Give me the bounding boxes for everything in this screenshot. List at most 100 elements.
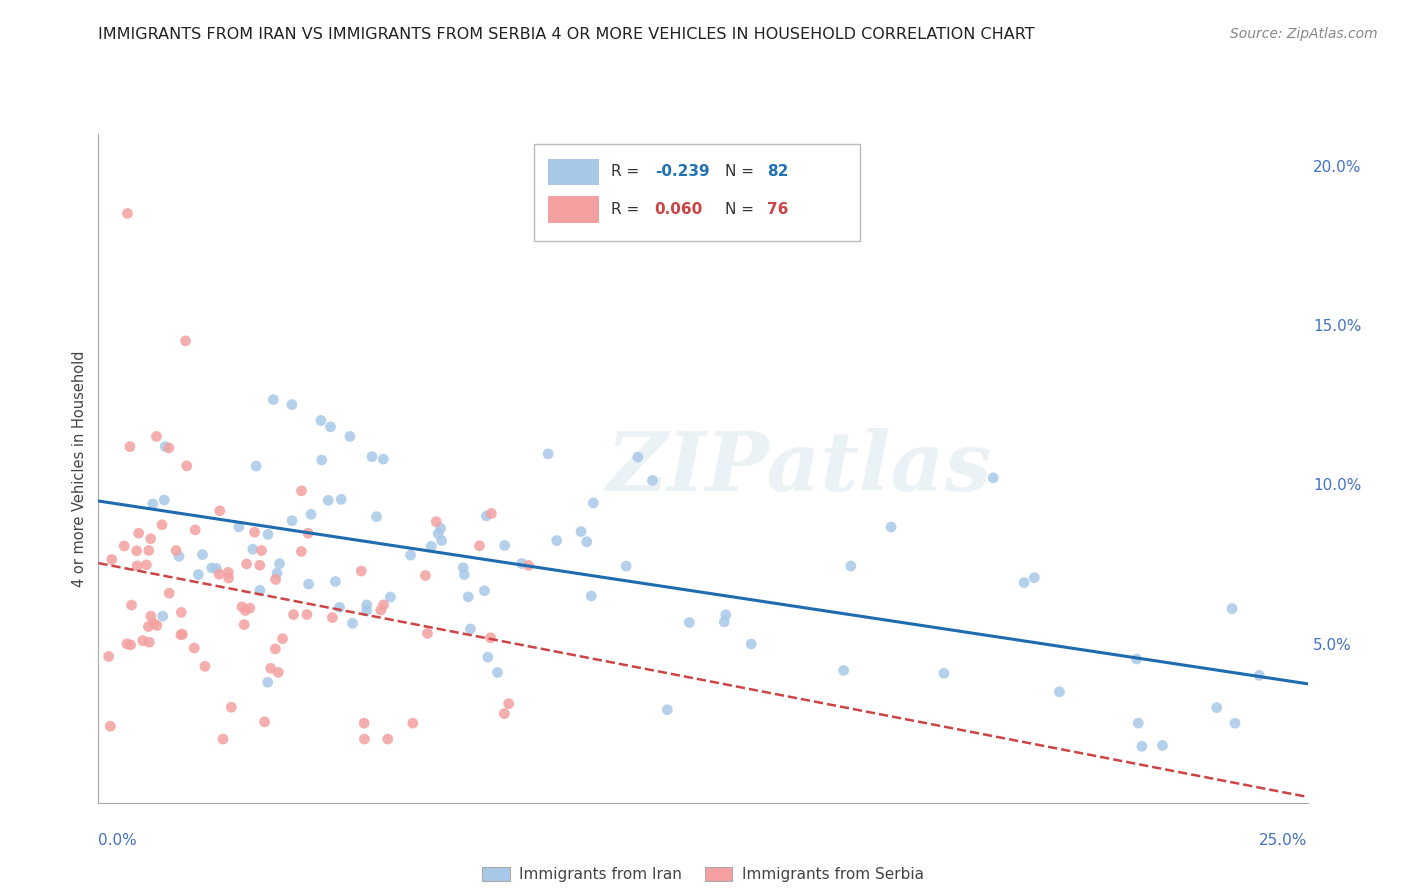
Point — [1128, 716, 1150, 731]
Point — [740, 637, 762, 651]
Point — [290, 544, 312, 558]
Point — [1130, 739, 1153, 754]
Point — [121, 598, 143, 612]
Point — [1049, 685, 1071, 699]
Point — [264, 642, 287, 657]
Point — [429, 521, 451, 535]
Point — [430, 533, 453, 548]
Point — [155, 440, 177, 454]
Point — [311, 453, 333, 467]
Point — [249, 583, 271, 598]
Point — [457, 590, 479, 604]
Point — [510, 557, 533, 571]
Point — [167, 549, 190, 564]
Point — [460, 622, 482, 636]
Point — [142, 497, 165, 511]
Point — [145, 429, 167, 443]
Point — [157, 441, 180, 455]
Text: 82: 82 — [768, 164, 789, 179]
Point — [117, 206, 139, 220]
Point — [614, 559, 637, 574]
Point — [342, 616, 364, 631]
Point — [239, 601, 262, 615]
Point — [713, 615, 735, 629]
Point — [1220, 601, 1243, 615]
Point — [233, 617, 256, 632]
Point — [494, 706, 516, 721]
Point — [170, 606, 193, 620]
Point — [416, 626, 439, 640]
Point — [297, 526, 319, 541]
Point — [170, 628, 193, 642]
Point — [1152, 739, 1174, 753]
Point — [249, 558, 271, 573]
Point — [208, 504, 231, 518]
Point — [399, 548, 422, 562]
Point — [269, 557, 291, 571]
Point — [191, 548, 214, 562]
Point — [157, 586, 180, 600]
Point — [569, 524, 592, 539]
Point — [100, 552, 122, 566]
Point — [839, 559, 862, 574]
Point — [373, 452, 395, 467]
Point — [283, 607, 305, 622]
Point — [128, 526, 150, 541]
Point — [425, 515, 447, 529]
Text: Source: ZipAtlas.com: Source: ZipAtlas.com — [1230, 27, 1378, 41]
Point — [451, 560, 474, 574]
Point — [366, 509, 388, 524]
Point — [267, 665, 290, 680]
Point — [231, 599, 253, 614]
Point — [832, 664, 855, 678]
Point — [427, 526, 450, 541]
FancyBboxPatch shape — [548, 196, 599, 223]
Point — [1249, 668, 1271, 682]
Point — [217, 566, 239, 580]
Text: ZIPatlas: ZIPatlas — [607, 428, 993, 508]
Point — [932, 666, 955, 681]
Point — [420, 540, 443, 554]
Point — [657, 703, 679, 717]
Point — [174, 334, 197, 348]
Point — [183, 641, 205, 656]
Point — [581, 589, 603, 603]
Point — [494, 539, 516, 553]
Point — [281, 514, 304, 528]
Point — [138, 635, 160, 649]
Point — [260, 661, 283, 675]
Point — [714, 607, 737, 622]
Point — [233, 603, 256, 617]
Point — [98, 719, 121, 733]
Point — [453, 567, 475, 582]
Point — [328, 600, 350, 615]
Text: IMMIGRANTS FROM IRAN VS IMMIGRANTS FROM SERBIA 4 OR MORE VEHICLES IN HOUSEHOLD C: IMMIGRANTS FROM IRAN VS IMMIGRANTS FROM … — [98, 27, 1035, 42]
Text: N =: N = — [724, 164, 759, 179]
Point — [235, 557, 257, 571]
Point — [641, 474, 664, 488]
Point — [138, 543, 160, 558]
Point — [201, 561, 224, 575]
Point — [243, 525, 266, 540]
Point — [546, 533, 568, 548]
Point — [112, 539, 135, 553]
Point — [468, 539, 491, 553]
Point — [678, 615, 700, 630]
Point — [361, 450, 384, 464]
Point — [353, 716, 375, 731]
FancyBboxPatch shape — [534, 144, 860, 241]
Point — [319, 420, 342, 434]
Point — [250, 543, 273, 558]
Text: 0.060: 0.060 — [655, 202, 703, 217]
Point — [153, 493, 176, 508]
Point — [97, 649, 120, 664]
Point — [212, 732, 235, 747]
Point — [575, 534, 598, 549]
Point — [475, 508, 498, 523]
Point — [627, 450, 650, 464]
Point — [142, 616, 165, 631]
Point — [981, 471, 1004, 485]
Point — [256, 675, 278, 690]
Text: R =: R = — [612, 164, 644, 179]
Text: R =: R = — [612, 202, 644, 217]
